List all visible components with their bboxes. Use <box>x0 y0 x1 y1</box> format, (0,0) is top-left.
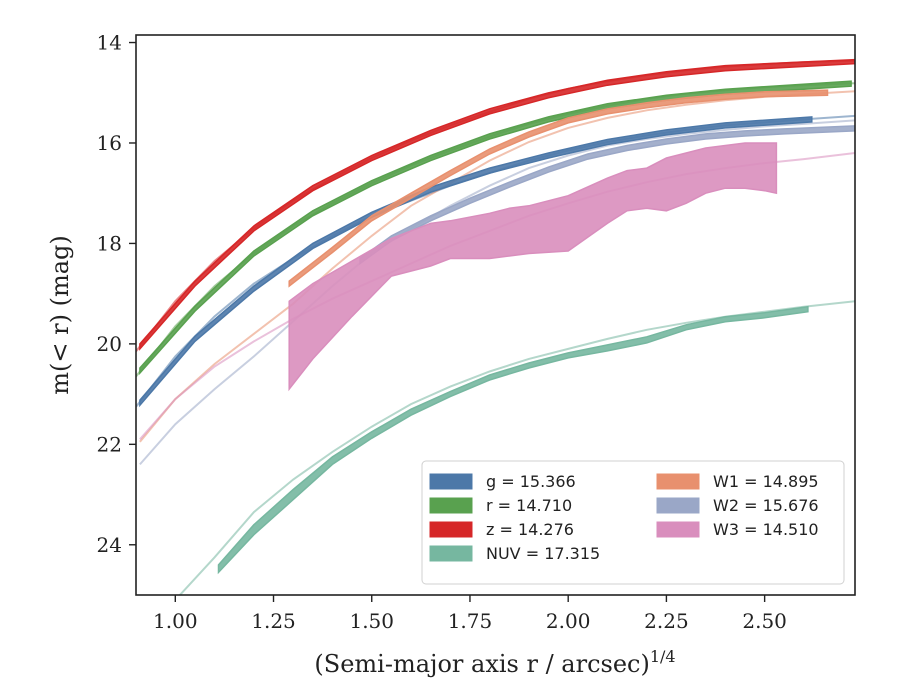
profile-band-w1 <box>288 89 829 288</box>
model-line-w1 <box>139 90 855 443</box>
x-tick-label: 1.75 <box>448 609 493 633</box>
profile-band-g <box>139 116 813 408</box>
legend-swatch-r <box>429 497 473 514</box>
y-tick-label: 22 <box>97 432 122 456</box>
profile-band-w3 <box>288 142 778 392</box>
y-axis-title: m(< r) (mag) <box>46 235 74 394</box>
x-tick-label: 1.25 <box>251 609 296 633</box>
legend-swatch-nuv <box>429 545 473 562</box>
x-tick-label: 1.50 <box>349 609 394 633</box>
legend-label-z: z = 14.276 <box>486 520 574 539</box>
model-line-w2 <box>139 119 855 466</box>
legend: g = 15.366 r = 14.710 z = 14.276 NUV = 17.3… <box>421 460 845 585</box>
legend-swatch-z <box>429 521 473 538</box>
x-tick-label: 1.00 <box>153 609 198 633</box>
legend-label-nuv: NUV = 17.315 <box>486 544 600 563</box>
plot-frame <box>135 34 856 596</box>
legend-swatch-w3 <box>656 521 700 538</box>
legend-label-w2: W2 = 15.676 <box>713 496 819 515</box>
profile-band-nuv <box>217 305 809 575</box>
axis-ticks: 1.00 1.25 1.50 1.75 2.00 2.25 2.50 14 16 18 20 22 24 <box>97 31 787 633</box>
x-tick-label: 2.25 <box>644 609 689 633</box>
profile-band-z <box>139 58 855 351</box>
x-tick-label: 2.50 <box>742 609 787 633</box>
legend-label-r: r = 14.710 <box>486 496 572 515</box>
y-tick-label: 18 <box>97 231 122 255</box>
y-tick-label: 14 <box>97 31 122 55</box>
y-tick-label: 16 <box>97 131 122 155</box>
legend-box <box>421 460 845 585</box>
profile-band-r <box>139 80 852 375</box>
profile-band-w2 <box>359 125 855 265</box>
legend-label-w1: W1 = 14.895 <box>713 472 819 491</box>
x-axis-title: (Semi-major axis r / arcsec)1/4 <box>314 647 675 678</box>
y-tick-label: 24 <box>97 533 122 557</box>
legend-swatch-w1 <box>656 473 700 490</box>
plot-area <box>136 58 855 595</box>
y-tick-label: 20 <box>97 332 122 356</box>
legend-label-g: g = 15.366 <box>486 472 576 491</box>
legend-label-w3: W3 = 14.510 <box>713 520 819 539</box>
legend-swatch-w2 <box>656 497 700 514</box>
model-line-z <box>136 59 855 353</box>
x-tick-label: 2.00 <box>546 609 591 633</box>
legend-swatch-g <box>429 473 473 490</box>
